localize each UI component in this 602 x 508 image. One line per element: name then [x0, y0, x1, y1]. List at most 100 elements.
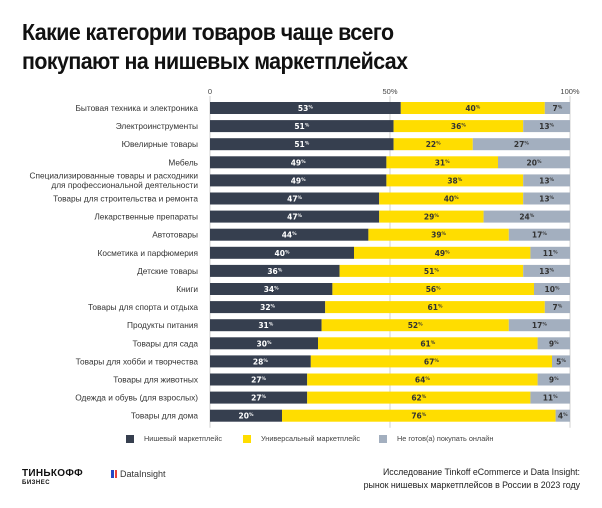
category-label: Товары для сада [132, 338, 198, 348]
bar-segment-universal [379, 210, 484, 223]
bar-segment-not-ready [523, 174, 570, 187]
category-label: Детские товары [137, 266, 198, 276]
data-label: 7% [553, 104, 563, 113]
bar-segment-niche [210, 264, 340, 277]
data-label: 11% [543, 394, 558, 403]
data-label: 39% [431, 231, 446, 240]
bar-segment-not-ready [498, 156, 570, 169]
bar-segment-universal [332, 283, 534, 295]
data-label: 52% [408, 321, 423, 330]
data-label: 51% [294, 122, 309, 131]
bar-segment-niche [210, 301, 326, 314]
bar-segment-niche [210, 373, 308, 386]
bar-segment-not-ready [523, 264, 570, 277]
data-label: 29% [424, 213, 439, 222]
bar-segment-universal [318, 337, 538, 350]
data-label: 40% [465, 104, 480, 113]
bar-segment-universal [386, 156, 498, 169]
data-label: 20% [527, 158, 542, 167]
data-label: 17% [532, 321, 547, 330]
chart-title: Какие категории товаров чаще всего покуп… [22, 18, 408, 76]
data-label: 67% [424, 357, 439, 366]
bar-segment-not-ready [537, 337, 570, 350]
bar-segment-not-ready [508, 228, 570, 241]
legend-swatch-niche [126, 434, 134, 443]
data-label: 38% [447, 176, 462, 185]
data-label: 22% [426, 140, 441, 149]
category-label: Ювелирные товары [122, 139, 198, 149]
data-label: 7% [553, 303, 563, 312]
legend-label-not-ready: Не готов(а) покупать онлайн [397, 434, 494, 443]
data-label: 13% [539, 195, 554, 204]
data-label: 47% [287, 213, 302, 222]
category-label: Мебель [168, 157, 198, 167]
data-label: 40% [444, 195, 459, 204]
bar-segment-not-ready [530, 246, 570, 259]
data-label: 76% [411, 412, 426, 421]
data-label: 32% [260, 303, 275, 312]
datainsight-logo: DataInsight [111, 469, 166, 479]
data-label: 28% [253, 357, 268, 366]
bar-segment-not-ready [534, 283, 570, 295]
category-label: Электроинструменты [116, 121, 198, 131]
data-label: 13% [539, 267, 554, 276]
bar-segment-universal [379, 192, 524, 205]
data-label: 61% [428, 303, 443, 312]
bar-segment-niche [210, 337, 318, 350]
bar-segment-universal [393, 138, 473, 151]
data-label: 49% [435, 249, 450, 258]
partner-name: DataInsight [120, 469, 166, 479]
bar-segment-niche [210, 210, 380, 223]
bar-segment-niche [210, 409, 282, 422]
category-label: Косметика и парфюмерия [98, 248, 198, 258]
title-line-2: покупают на нишевых маркетплейсах [22, 48, 408, 74]
bar-segment-not-ready [537, 373, 570, 386]
category-label: Одежда и обувь (для взрослых) [75, 393, 198, 403]
data-label: 62% [411, 394, 426, 403]
bar-segment-not-ready [523, 192, 570, 205]
bar-segment-niche [210, 138, 394, 151]
bar-segment-niche [210, 355, 311, 368]
bar-segment-universal [282, 409, 556, 422]
data-label: 36% [451, 122, 466, 131]
data-label: 4% [558, 412, 568, 421]
data-label: 31% [258, 321, 273, 330]
data-label: 36% [267, 267, 282, 276]
data-label: 51% [424, 267, 439, 276]
data-label: 61% [420, 339, 435, 348]
data-label: 49% [291, 158, 306, 167]
category-label: Бытовая техника и электроника [75, 103, 198, 113]
source-note: Исследование Tinkoff eCommerce и Data In… [364, 466, 580, 492]
data-label: 34% [264, 285, 279, 294]
source-line-1: Исследование Tinkoff eCommerce и Data In… [382, 467, 580, 477]
bar-segment-universal [368, 228, 509, 241]
bar-segment-not-ready [552, 355, 570, 368]
category-label: Книги [176, 284, 198, 294]
bar-segment-not-ready [544, 102, 570, 114]
category-label: Специализированные товары и расходники [30, 171, 199, 181]
category-label: Товары для спорта и отдыха [88, 302, 198, 312]
data-label: 17% [532, 231, 547, 240]
data-label: 40% [275, 249, 290, 258]
x-tick-label: 50% [382, 87, 397, 96]
category-label: Автотовары [152, 230, 198, 240]
data-label: 47% [287, 195, 302, 204]
bar-segment-universal [325, 301, 545, 314]
data-label: 11% [543, 249, 558, 258]
data-label: 53% [298, 104, 313, 113]
source-line-2: рынок нишевых маркетплейсов в России в 2… [363, 480, 580, 490]
title-line-1: Какие категории товаров чаще всего [22, 19, 394, 45]
data-label: 49% [291, 176, 306, 185]
data-label: 30% [257, 339, 272, 348]
category-label: для профессиональной деятельности [51, 180, 198, 190]
bar-segment-niche [210, 319, 322, 332]
legend-swatch-not-ready [379, 434, 387, 443]
bar-segment-universal [386, 174, 524, 187]
legend-swatch-universal [243, 434, 251, 443]
bar-segment-niche [210, 246, 354, 259]
data-label: 64% [415, 376, 430, 385]
category-label: Продукты питания [127, 320, 198, 330]
bar-segment-niche [210, 391, 308, 404]
bar-segment-not-ready [544, 301, 570, 314]
data-label: 27% [514, 140, 529, 149]
